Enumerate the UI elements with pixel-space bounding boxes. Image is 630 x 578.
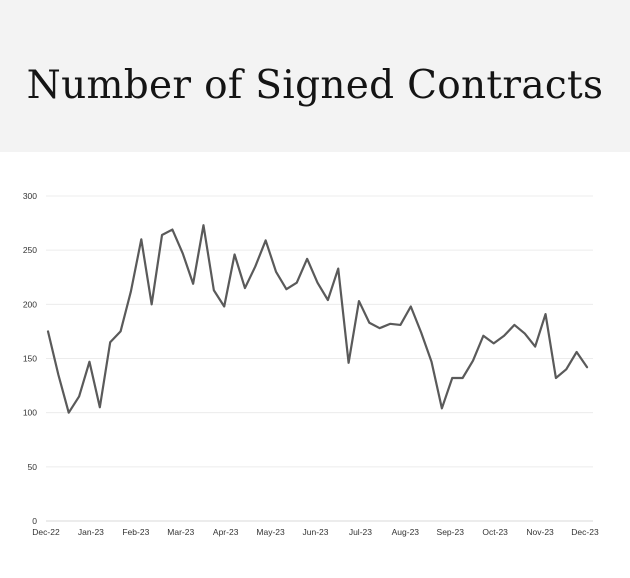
series-layer: [46, 224, 589, 414]
x-tick-label: Feb-23: [122, 527, 149, 537]
x-tick-label: Dec-23: [571, 527, 599, 537]
x-tick-label: Sep-23: [437, 527, 465, 537]
series-line: [46, 224, 589, 414]
title-banner: Number of Signed Contracts: [0, 0, 630, 152]
x-tick-label: Apr-23: [213, 527, 239, 537]
gridlines: [46, 195, 593, 522]
x-tick-label: Jan-23: [78, 527, 104, 537]
x-tick-label: Dec-22: [32, 527, 60, 537]
x-tick-label: May-23: [256, 527, 285, 537]
y-tick-label: 100: [23, 408, 37, 418]
chart-title: Number of Signed Contracts: [26, 63, 604, 108]
y-tick-label: 50: [28, 462, 38, 472]
y-tick-label: 0: [32, 516, 37, 526]
x-axis-ticks: Dec-22 Jan-23 Feb-23 Mar-23 Apr-23 May-23 Jun-…: [32, 527, 599, 537]
y-tick-label: 200: [23, 299, 37, 309]
y-tick-label: 300: [23, 191, 37, 201]
x-tick-label: Aug-23: [392, 527, 420, 537]
y-axis-ticks: 0 50 100 150 200 250 300: [23, 191, 37, 526]
chart-area: 0 50 100 150 200 250 300 Dec-22 Jan-23 Feb-23 Mar…: [0, 152, 630, 573]
y-tick-label: 150: [23, 354, 37, 364]
x-tick-label: Mar-23: [167, 527, 194, 537]
y-tick-label: 250: [23, 245, 37, 255]
x-tick-label: Jul-23: [349, 527, 372, 537]
x-tick-label: Jun-23: [303, 527, 329, 537]
line-chart: 0 50 100 150 200 250 300 Dec-22 Jan-23 Feb-23 Mar…: [23, 191, 599, 537]
x-tick-label: Nov-23: [526, 527, 554, 537]
x-tick-label: Oct-23: [482, 527, 508, 537]
